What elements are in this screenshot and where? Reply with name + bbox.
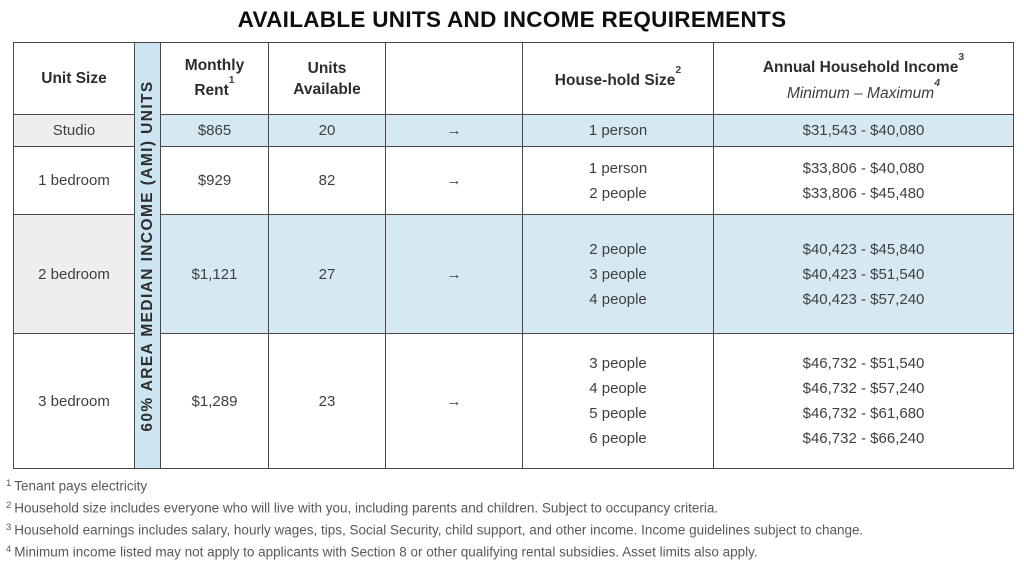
income-range-cell: $40,423 - $45,840 $40,423 - $51,540 $40,… — [713, 214, 1014, 334]
table-row-2-bedroom: 2 bedroom $1,121 27 → 2 people 3 people … — [13, 214, 1014, 334]
income-range-cell: $31,543 - $40,080 — [713, 114, 1014, 147]
units-available-cell: 27 — [268, 214, 386, 334]
available-units-table: Unit Size 60% AREA MEDIAN INCOME (AMI) U… — [13, 42, 1014, 469]
header-spacer — [385, 42, 523, 115]
page-title: AVAILABLE UNITS AND INCOME REQUIREMENTS — [237, 7, 787, 32]
ami-vertical-label: 60% AREA MEDIAN INCOME (AMI) UNITS — [138, 79, 156, 432]
right-arrow-icon: → — [385, 114, 523, 147]
footnote-ref-2: 2 — [675, 63, 682, 76]
income-range-cell: $46,732 - $51,540 $46,732 - $57,240 $46,… — [713, 333, 1014, 469]
income-line: $46,732 - $51,540 — [802, 355, 925, 372]
footnote-1: 1 Tenant pays electricity — [6, 474, 1024, 496]
header-monthly-rent-line2: Rent — [194, 82, 229, 100]
units-available-cell: 23 — [268, 333, 386, 469]
table-row-studio: Studio $865 20 → 1 person $31,543 - $40,… — [13, 114, 1014, 147]
monthly-rent-cell: $1,121 — [160, 214, 269, 334]
footnote-4-sup: 4 — [6, 544, 12, 555]
header-monthly-rent: Monthly Rent1 — [160, 42, 269, 115]
units-available-cell: 82 — [268, 146, 386, 215]
income-line: $40,423 - $57,240 — [802, 290, 925, 308]
footnote-2-sup: 2 — [6, 500, 12, 511]
unit-size-cell: 2 bedroom — [13, 214, 135, 334]
header-annual-income: Annual Household Income3 Minimum – Maxim… — [713, 42, 1014, 115]
right-arrow-icon: → — [385, 146, 523, 215]
right-arrow-icon: → — [385, 214, 523, 334]
header-income-line1: Annual Household Income — [762, 59, 959, 77]
unit-size-cell: 1 bedroom — [13, 146, 135, 215]
header-units-line2: Available — [293, 80, 361, 98]
table-row-1-bedroom: 1 bedroom $929 82 → 1 person 2 people $3… — [13, 146, 1014, 215]
footnote-1-sup: 1 — [6, 478, 12, 489]
footnote-1-text: Tenant pays electricity — [14, 478, 148, 494]
footnotes-section: 1 Tenant pays electricity 2 Household size… — [6, 474, 1024, 562]
household-line: 2 people — [589, 240, 647, 258]
income-line: $31,543 - $40,080 — [802, 122, 925, 139]
income-line: $40,423 - $51,540 — [802, 265, 925, 283]
footnote-3: 3 Household earnings includes salary, hou… — [6, 518, 1024, 540]
footnote-4: 4 Minimum income listed may not apply to … — [6, 540, 1024, 562]
income-line: $46,732 - $57,240 — [802, 380, 925, 397]
footnote-ref-1: 1 — [228, 74, 235, 87]
footnote-3-sup: 3 — [6, 522, 12, 533]
income-range-cell: $33,806 - $40,080 $33,806 - $45,480 — [713, 146, 1014, 215]
household-line: 6 people — [589, 430, 647, 447]
household-size-cell: 1 person — [522, 114, 714, 147]
footnote-3-text: Household earnings includes salary, hour… — [14, 522, 864, 538]
monthly-rent-cell: $929 — [160, 146, 269, 215]
income-line: $46,732 - $66,240 — [802, 430, 925, 447]
header-units-available: Units Available — [268, 42, 386, 115]
household-line: 2 people — [589, 184, 647, 202]
household-line: 1 person — [588, 159, 648, 177]
household-line: 5 people — [589, 405, 647, 422]
household-line: 4 people — [589, 380, 647, 397]
household-line: 4 people — [589, 290, 647, 308]
footnote-4-text: Minimum income listed may not apply to a… — [14, 544, 758, 560]
monthly-rent-cell: $865 — [160, 114, 269, 147]
footnote-2-text: Household size includes everyone who wil… — [14, 500, 719, 516]
household-line: 3 people — [589, 265, 647, 283]
header-monthly-rent-line1: Monthly — [184, 57, 245, 75]
header-units-line1: Units — [307, 59, 347, 77]
household-size-cell: 1 person 2 people — [522, 146, 714, 215]
household-line: 1 person — [588, 122, 648, 139]
income-line: $33,806 - $40,080 — [802, 159, 925, 177]
unit-size-cell: Studio — [13, 114, 135, 147]
household-line: 3 people — [589, 355, 647, 372]
unit-size-cell: 3 bedroom — [13, 333, 135, 469]
income-line: $40,423 - $45,840 — [802, 240, 925, 258]
income-line: $33,806 - $45,480 — [802, 184, 925, 202]
ami-column-cell: 60% AREA MEDIAN INCOME (AMI) UNITS — [134, 42, 161, 469]
table-row-3-bedroom: 3 bedroom $1,289 23 → 3 people 4 people … — [13, 333, 1014, 469]
footnote-ref-4: 4 — [934, 76, 941, 89]
header-household-label: House-hold Size — [554, 72, 676, 90]
household-size-cell: 3 people 4 people 5 people 6 people — [522, 333, 714, 469]
monthly-rent-cell: $1,289 — [160, 333, 269, 469]
units-available-cell: 20 — [268, 114, 386, 147]
income-line: $46,732 - $61,680 — [802, 405, 925, 422]
table-header-row: Unit Size 60% AREA MEDIAN INCOME (AMI) U… — [13, 42, 1014, 469]
header-household-size: House-hold Size2 — [522, 42, 714, 115]
right-arrow-icon: → — [385, 333, 523, 469]
household-size-cell: 2 people 3 people 4 people — [522, 214, 714, 334]
footnote-ref-3: 3 — [958, 51, 965, 64]
header-unit-size: Unit Size — [13, 42, 135, 115]
footnote-2: 2 Household size includes everyone who wi… — [6, 496, 1024, 518]
header-income-line2: Minimum – Maximum — [786, 84, 935, 102]
